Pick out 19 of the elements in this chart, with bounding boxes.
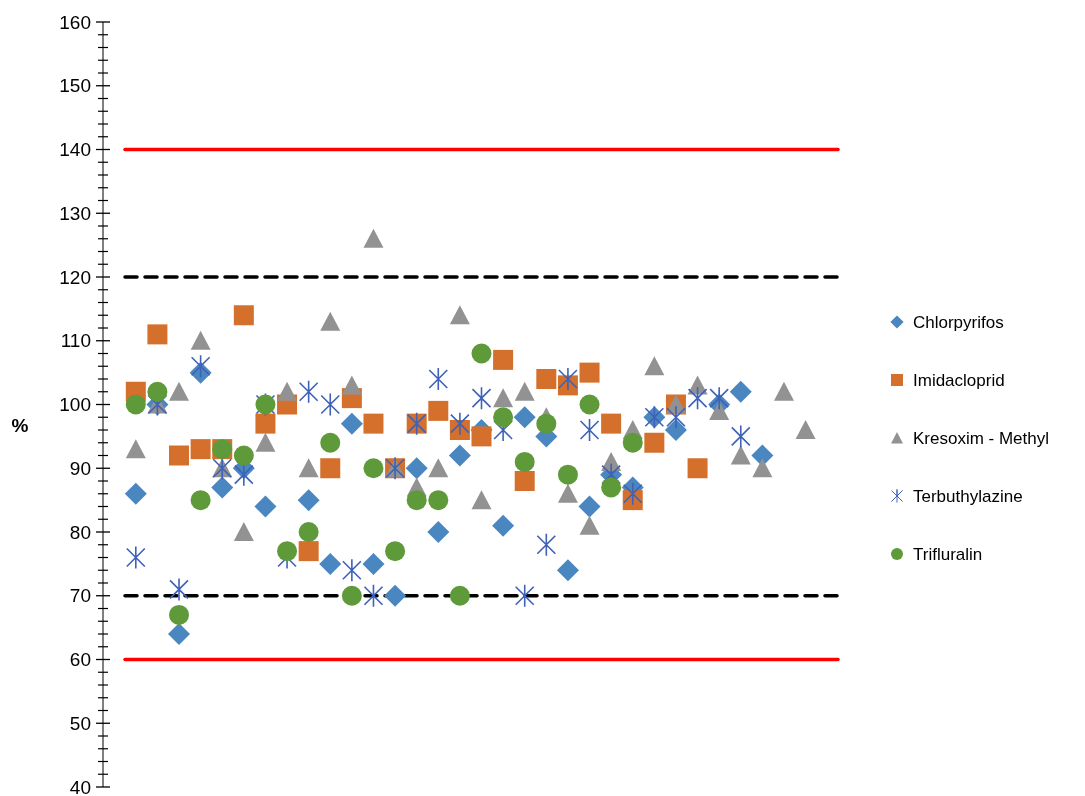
legend-label: Terbuthylazine (913, 486, 1023, 506)
y-tick-label: 100 (59, 394, 91, 416)
y-tick-label: 120 (59, 266, 91, 288)
legend-label: Trifluralin (913, 544, 983, 564)
y-tick-label: 140 (59, 139, 91, 161)
legend-label: Kresoxim - Methyl (913, 428, 1050, 448)
y-tick-label: 90 (69, 457, 91, 479)
y-tick-label: 40 (69, 776, 91, 796)
y-tick-label: 160 (59, 11, 91, 33)
y-tick-label: 130 (59, 202, 91, 224)
y-tick-label: 50 (69, 712, 91, 734)
y-tick-label: 80 (69, 521, 91, 543)
y-tick-label: 70 (69, 585, 91, 607)
legend-label: Chlorpyrifos (913, 312, 1004, 332)
y-tick-label: 60 (69, 649, 91, 671)
y-tick-label: 150 (59, 75, 91, 97)
legend-label: Imidacloprid (913, 370, 1005, 390)
y-axis-title: % (11, 414, 29, 436)
y-tick-label: 110 (60, 330, 91, 352)
